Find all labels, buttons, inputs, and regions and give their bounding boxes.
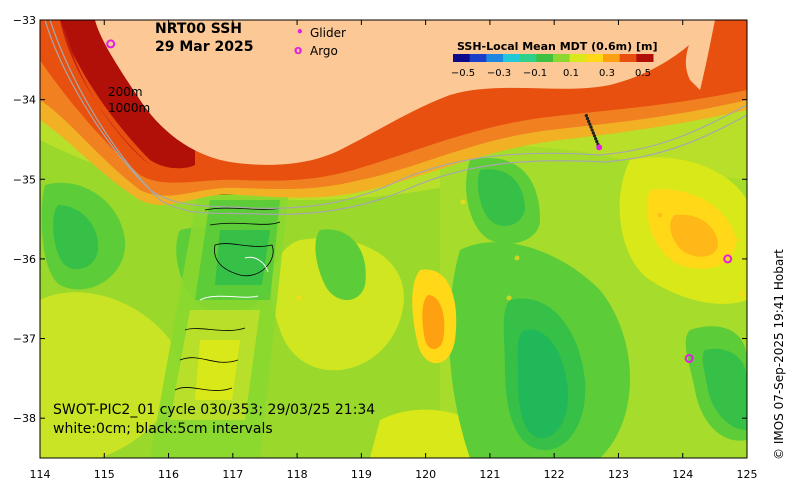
y-tick-label: −34 xyxy=(13,94,36,107)
glider-point xyxy=(585,116,590,121)
isobath-1000-label: 1000m xyxy=(108,101,150,115)
x-tick-label: 120 xyxy=(415,468,436,481)
y-tick-label: −36 xyxy=(13,253,36,266)
title-product: NRT00 SSH xyxy=(155,21,242,37)
x-tick-label: 125 xyxy=(737,468,758,481)
glider-legend-symbol: • xyxy=(296,25,304,39)
x-axis: 114 115 116 117 118 119 120 121 122 123 124 125 xyxy=(30,20,758,481)
glider-point xyxy=(592,134,597,138)
colorbar-tick-label: −0.5 xyxy=(451,68,475,79)
argo-legend-symbol: o xyxy=(294,43,302,57)
y-tick-label: −35 xyxy=(13,173,36,186)
argo-legend-label: Argo xyxy=(310,44,338,58)
glider-point xyxy=(594,137,598,141)
argo-float-marker xyxy=(106,39,116,49)
x-tick-label: 121 xyxy=(479,468,500,481)
colorbar-cell xyxy=(553,54,571,62)
colorbar-tick-label: 0.3 xyxy=(599,68,615,79)
colorbar-cell xyxy=(586,54,604,62)
glider-point xyxy=(591,131,595,135)
isobath-1000m xyxy=(49,20,747,215)
argo-float-marker xyxy=(723,254,733,264)
argo-floats xyxy=(106,39,733,363)
x-tick-label: 114 xyxy=(30,468,51,481)
title-date: 29 Mar 2025 xyxy=(155,39,253,55)
colorbar: SSH-Local Mean MDT (0.6m) [m] −0.5 −0.3 −0… xyxy=(451,40,658,79)
colorbar-cell xyxy=(569,54,587,62)
colorbar-cell xyxy=(603,54,621,62)
colorbar-cell xyxy=(636,54,654,62)
y-tick-label: −37 xyxy=(13,333,36,346)
credit-text: © IMOS 07-Sep-2025 19:41 Hobart xyxy=(772,249,786,460)
colorbar-tick-label: 0.1 xyxy=(563,68,579,79)
colorbar-tick-label: −0.3 xyxy=(487,68,511,79)
swot-line2: white:0cm; black:5cm intervals xyxy=(53,421,273,437)
x-tick-label: 115 xyxy=(94,468,115,481)
colorbar-cell xyxy=(536,54,554,62)
colorbar-cell xyxy=(503,54,521,62)
colorbar-tick-label: −0.1 xyxy=(523,68,547,79)
colorbar-cell xyxy=(453,54,471,62)
colorbar-cell xyxy=(486,54,504,62)
swot-line1: SWOT-PIC2_01 cycle 030/353; 29/03/25 21:… xyxy=(53,402,375,418)
colorbar-cell xyxy=(469,54,487,62)
x-tick-label: 123 xyxy=(608,468,629,481)
isobath-200-label: 200m xyxy=(108,85,143,99)
ssh-field xyxy=(40,20,747,458)
x-tick-label: 119 xyxy=(351,468,372,481)
glider-track xyxy=(584,113,603,151)
glider-point xyxy=(589,125,593,129)
glider-position xyxy=(596,144,603,151)
glider-point xyxy=(584,113,588,118)
y-tick-label: −33 xyxy=(13,14,36,27)
glider-point xyxy=(590,128,594,132)
argo-float-marker xyxy=(684,353,694,363)
glider-point xyxy=(588,122,592,126)
x-tick-label: 117 xyxy=(222,468,243,481)
x-tick-label: 118 xyxy=(287,468,308,481)
colorbar-cell xyxy=(519,54,537,62)
y-axis: −33 −34 −35 −36 −37 −38 xyxy=(13,14,747,425)
x-tick-label: 116 xyxy=(158,468,179,481)
x-tick-label: 122 xyxy=(544,468,565,481)
glider-legend-label: Glider xyxy=(310,26,346,40)
glider-point xyxy=(595,140,599,144)
isobath-200m xyxy=(44,20,747,209)
swot-swath xyxy=(150,180,290,458)
x-tick-label: 124 xyxy=(672,468,693,481)
glider-point xyxy=(587,119,591,123)
colorbar-cell xyxy=(619,54,637,62)
y-tick-label: −38 xyxy=(13,412,36,425)
colorbar-title: SSH-Local Mean MDT (0.6m) [m] xyxy=(457,40,657,53)
colorbar-tick-label: 0.5 xyxy=(635,68,651,79)
plot-frame xyxy=(39,19,748,459)
